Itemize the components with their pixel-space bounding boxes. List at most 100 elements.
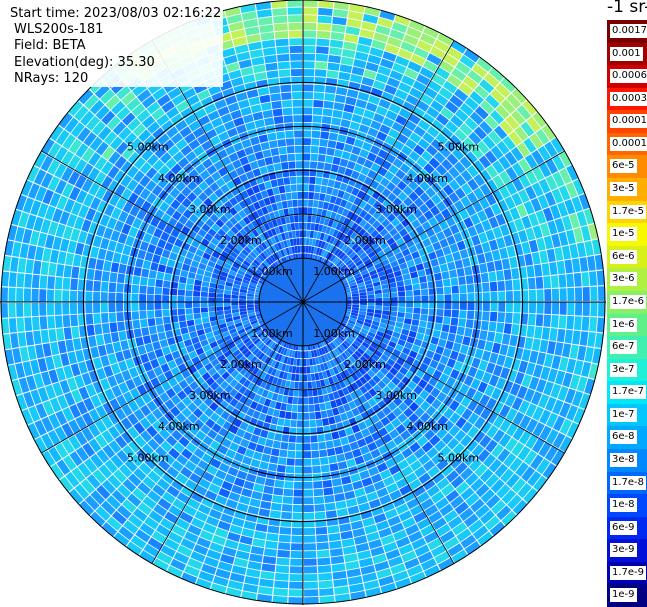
ppi-cell bbox=[290, 558, 303, 566]
ppi-cell bbox=[178, 215, 189, 225]
ppi-cell bbox=[401, 550, 417, 563]
ppi-cell bbox=[341, 244, 348, 252]
ppi-cell bbox=[288, 349, 293, 358]
ppi-cell bbox=[264, 213, 272, 222]
ppi-cell bbox=[88, 182, 101, 196]
ppi-cell bbox=[350, 364, 358, 373]
ppi-cell bbox=[571, 196, 583, 213]
ppi-cell bbox=[365, 360, 374, 369]
ppi-cell bbox=[295, 161, 303, 169]
ppi-cell bbox=[126, 97, 141, 112]
ppi-cell bbox=[137, 89, 152, 103]
ppi-cell bbox=[222, 546, 237, 557]
ppi-cell bbox=[215, 219, 225, 228]
ppi-cell bbox=[114, 408, 127, 421]
ppi-cell bbox=[182, 418, 193, 430]
ppi-cell bbox=[344, 326, 352, 333]
ppi-cell bbox=[209, 153, 221, 164]
ppi-cell bbox=[358, 228, 367, 237]
ppi-cell bbox=[172, 383, 183, 394]
ppi-cell bbox=[303, 161, 310, 169]
ppi-cell bbox=[62, 183, 74, 198]
ppi-cell bbox=[313, 396, 320, 404]
ppi-cell bbox=[371, 242, 380, 251]
ppi-cell bbox=[177, 545, 193, 558]
ppi-cell bbox=[100, 237, 110, 250]
ppi-cell bbox=[208, 203, 219, 213]
ppi-cell bbox=[327, 62, 340, 71]
ppi-cell bbox=[211, 171, 222, 182]
ppi-cell bbox=[208, 311, 217, 317]
ppi-cell bbox=[511, 110, 526, 126]
ppi-cell bbox=[456, 326, 465, 336]
ppi-cell bbox=[351, 243, 359, 251]
ppi-cell bbox=[326, 243, 332, 252]
ppi-cell bbox=[459, 54, 476, 69]
ppi-cell bbox=[271, 392, 279, 401]
ppi-cell bbox=[121, 431, 134, 444]
ppi-cell bbox=[405, 453, 418, 465]
ppi-cell bbox=[152, 484, 166, 497]
ppi-cell bbox=[351, 353, 360, 361]
ppi-cell bbox=[484, 384, 495, 397]
ppi-cell bbox=[296, 176, 303, 184]
ppi-cell bbox=[280, 441, 289, 450]
ppi-cell bbox=[546, 248, 556, 263]
ppi-cell bbox=[278, 534, 291, 543]
ppi-cell bbox=[312, 207, 318, 216]
ppi-cell bbox=[108, 425, 121, 439]
ppi-cell bbox=[208, 84, 222, 96]
ppi-cell bbox=[434, 93, 449, 107]
ppi-cell bbox=[505, 473, 520, 489]
ppi-cell bbox=[255, 350, 263, 358]
ppi-cell bbox=[278, 69, 291, 78]
ppi-cell bbox=[201, 122, 214, 133]
ppi-cell bbox=[48, 446, 62, 463]
ppi-cell bbox=[194, 361, 204, 371]
ppi-cell bbox=[141, 200, 152, 212]
ppi-cell bbox=[387, 36, 403, 48]
ppi-cell bbox=[240, 263, 249, 270]
ppi-cell bbox=[375, 183, 386, 194]
ppi-cell bbox=[122, 478, 137, 493]
ppi-cell bbox=[74, 159, 88, 174]
ppi-cell bbox=[170, 199, 181, 210]
ppi-cell bbox=[247, 330, 256, 337]
ppi-cell bbox=[505, 437, 518, 452]
ppi-cell bbox=[208, 483, 221, 494]
ppi-cell bbox=[244, 234, 253, 243]
ppi-cell bbox=[324, 401, 332, 410]
ppi-cell bbox=[186, 191, 198, 203]
ppi-cell bbox=[146, 425, 158, 438]
ppi-cell bbox=[391, 376, 401, 386]
ppi-cell bbox=[264, 356, 271, 365]
ppi-cell bbox=[554, 370, 566, 385]
ppi-cell bbox=[229, 378, 239, 388]
ppi-cell bbox=[428, 216, 438, 227]
ppi-cell bbox=[241, 334, 249, 342]
ppi-cell bbox=[383, 476, 395, 487]
ppi-cell bbox=[141, 115, 156, 129]
ppi-cell bbox=[262, 346, 270, 354]
ppi-cell bbox=[39, 302, 47, 316]
ppi-cell bbox=[169, 343, 178, 353]
ppi-cell bbox=[311, 238, 317, 247]
ppi-cell bbox=[554, 218, 565, 233]
ppi-cell bbox=[332, 358, 339, 366]
ppi-cell bbox=[211, 325, 220, 332]
ppi-cell bbox=[258, 134, 269, 143]
ppi-cell bbox=[162, 280, 171, 288]
ppi-cell bbox=[558, 231, 569, 247]
ppi-cell bbox=[455, 404, 467, 416]
ppi-cell bbox=[525, 418, 539, 434]
ppi-cell bbox=[420, 524, 435, 537]
ppi-cell bbox=[182, 87, 197, 100]
ppi-cell bbox=[134, 196, 146, 209]
ppi-cell bbox=[137, 502, 153, 516]
ppi-cell bbox=[175, 181, 187, 192]
ppi-cell bbox=[272, 595, 288, 604]
ppi-cell bbox=[361, 255, 370, 263]
ppi-cell bbox=[382, 51, 397, 62]
ppi-cell bbox=[347, 11, 364, 21]
ppi-cell bbox=[178, 282, 186, 290]
